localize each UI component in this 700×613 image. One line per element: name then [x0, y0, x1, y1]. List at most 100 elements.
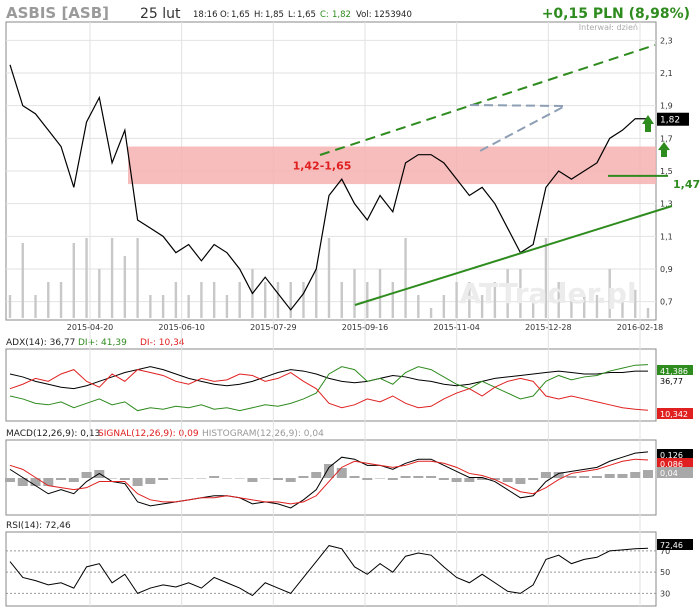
volume-bar [161, 295, 165, 318]
price-y-tick: 0,7 [660, 298, 673, 307]
histogram-label: HISTOGRAM(12,26,9): 0,04 [202, 429, 324, 439]
histogram-bar [107, 478, 118, 479]
volume-bar [646, 308, 650, 318]
histogram-bar [540, 472, 551, 478]
histogram-bar [17, 478, 28, 486]
volume-bar [47, 282, 50, 318]
volume-bar [378, 269, 382, 318]
histogram-bar [643, 470, 653, 478]
volume-bar [72, 243, 75, 318]
macd-panel-frame [5, 439, 657, 516]
volume-bars [8, 238, 650, 318]
open-label: O: [220, 10, 229, 20]
volume-bar [429, 308, 433, 318]
low-value: 1,65 [297, 10, 316, 20]
histogram-bar [553, 472, 564, 478]
volume-bar [544, 238, 548, 318]
rsi-line [9, 545, 649, 597]
histogram-tag: 0,04 [660, 469, 678, 478]
volume-bar [608, 269, 611, 318]
histogram-bar [260, 478, 271, 479]
close-value: 1,82 [332, 10, 351, 20]
histogram-bar [515, 478, 526, 484]
histogram-bar [209, 476, 220, 478]
histogram-bar [196, 478, 207, 479]
macd-line [9, 451, 649, 509]
rsi-y-tick: 30 [660, 589, 670, 598]
price-y-tick: 0,9 [660, 265, 673, 274]
histogram-bar [145, 478, 156, 484]
di-plus-tag: 41,386 [660, 367, 688, 376]
price-series [9, 64, 648, 311]
volume-bar [506, 269, 509, 318]
rsi-tag-bg [657, 539, 693, 550]
histogram-bar [604, 474, 615, 478]
volume-bar [276, 282, 280, 318]
date-x-tick: 2015-11-04 [433, 323, 480, 332]
volume-bar [391, 282, 394, 318]
macd-tag: 0,126 [660, 451, 683, 460]
ticker-title: ASBIS [ASB] [6, 4, 109, 22]
histogram-bar [451, 478, 462, 482]
histogram-bar [413, 476, 424, 478]
price-y-tick: 1,7 [660, 134, 673, 143]
adx-tag: 36,77 [660, 377, 683, 386]
histogram-bar [247, 478, 258, 482]
price-line [9, 64, 648, 311]
volume-bar [366, 282, 369, 318]
volume-bar [302, 282, 305, 318]
histogram-bar [221, 478, 232, 479]
histogram-bar [477, 478, 488, 480]
price-y-axis: 2,3 2,1 1,9 1,7 1,5 1,3 1,1 0,9 0,7 [660, 36, 673, 306]
volume-bar [85, 238, 88, 318]
volume-bar [417, 295, 420, 318]
histogram-bar [528, 478, 539, 480]
histogram-bar [56, 478, 67, 480]
volume-bar [480, 295, 484, 318]
date-x-tick: 2015-09-16 [342, 323, 389, 332]
volume-bar [353, 269, 356, 318]
triangle-pattern [469, 104, 566, 153]
volume-bar [174, 282, 178, 318]
histogram-bar [5, 478, 15, 482]
date-x-tick: 2015-06-10 [158, 323, 205, 332]
interval-label: Interwał: dzień [579, 23, 638, 32]
volume-bar [557, 282, 560, 318]
histogram-bar [285, 478, 296, 482]
histogram-bar [81, 472, 92, 478]
adx-tag-bg [657, 375, 693, 386]
rsi-title: RSI(14): 72,46 [6, 521, 71, 531]
volume-bar [149, 295, 152, 318]
macd-title: MACD(12,26,9): 0,13 [6, 429, 100, 439]
signal-tag: 0,086 [660, 460, 683, 469]
volume-bar [212, 282, 216, 318]
volume-bar [123, 256, 127, 318]
price-tag-value: 1,82 [660, 116, 680, 126]
volume-bar [264, 282, 267, 318]
histogram-bar [170, 478, 181, 479]
arrow-up-icon [642, 115, 654, 132]
histogram-bar [566, 476, 577, 478]
price-y-tick: 1,3 [660, 200, 673, 209]
adx-legend: ADX(14): 36,77 DI+: 41,39 DI-: 10,34 [6, 338, 185, 348]
volume-bar [110, 238, 114, 318]
arrow-up-icon [658, 142, 670, 157]
volume-bar [34, 295, 37, 318]
adx-panel-frame [5, 348, 657, 422]
histogram-bar [426, 476, 437, 478]
volume-label: Vol: [356, 10, 372, 20]
histogram-bar [349, 476, 360, 478]
volume-bar [583, 295, 586, 318]
histogram-bar [400, 476, 411, 478]
rsi-panel-frame [5, 531, 657, 607]
resistance-zone [128, 146, 656, 185]
zone-label: 1,42-1,65 [293, 159, 352, 172]
volume-value: 1253940 [374, 10, 412, 20]
histogram-bar [502, 478, 513, 482]
price-y-tick: 2,1 [660, 69, 673, 78]
volume-bar [340, 282, 343, 318]
volume-bar [289, 282, 292, 318]
histogram-bar [489, 478, 500, 480]
